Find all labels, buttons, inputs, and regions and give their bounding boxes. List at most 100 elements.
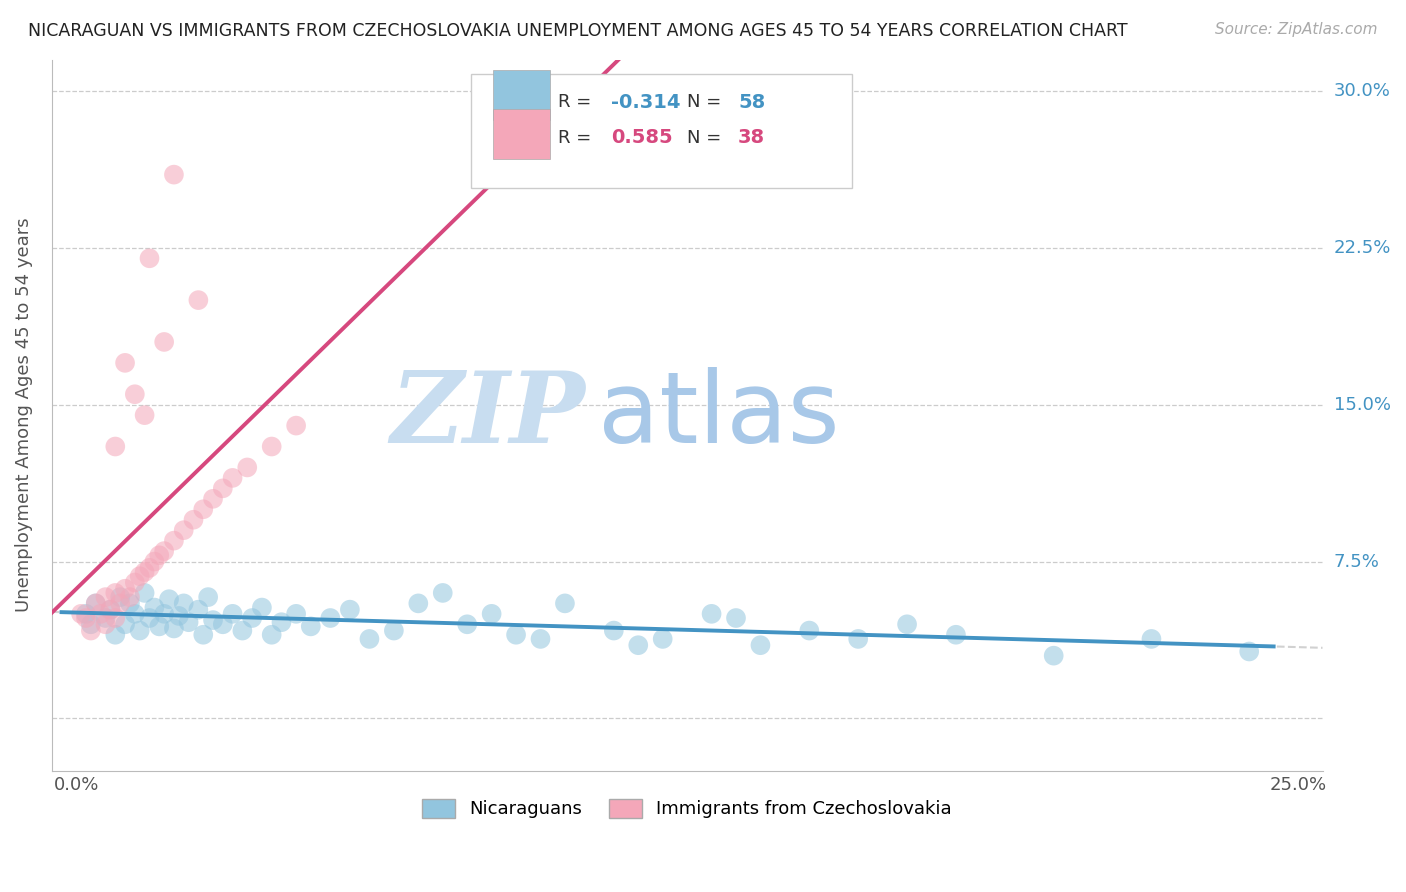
Point — [193, 628, 215, 642]
Text: R =: R = — [558, 94, 591, 112]
Point — [104, 586, 127, 600]
Point — [481, 607, 503, 621]
Point — [104, 440, 127, 454]
Point — [94, 617, 117, 632]
Point — [108, 590, 131, 604]
Point — [80, 624, 103, 638]
Point — [134, 565, 156, 579]
Point — [128, 624, 150, 638]
Point — [187, 293, 209, 307]
Point — [80, 617, 103, 632]
Point — [700, 607, 723, 621]
Point — [104, 611, 127, 625]
Point — [143, 600, 166, 615]
Point — [148, 549, 170, 563]
Point — [177, 615, 200, 630]
Point — [114, 617, 136, 632]
Point — [94, 611, 117, 625]
Point — [339, 602, 361, 616]
Point — [128, 569, 150, 583]
Point — [163, 622, 186, 636]
Point — [945, 628, 967, 642]
Text: NICARAGUAN VS IMMIGRANTS FROM CZECHOSLOVAKIA UNEMPLOYMENT AMONG AGES 45 TO 54 YE: NICARAGUAN VS IMMIGRANTS FROM CZECHOSLOV… — [28, 22, 1128, 40]
Point — [100, 602, 122, 616]
Point — [211, 617, 233, 632]
Point — [554, 596, 576, 610]
Point — [138, 611, 160, 625]
Point — [138, 561, 160, 575]
Text: 0.585: 0.585 — [610, 128, 672, 147]
Point — [456, 617, 478, 632]
Point — [187, 602, 209, 616]
Text: 58: 58 — [738, 93, 765, 112]
Text: atlas: atlas — [598, 367, 839, 464]
Point — [173, 596, 195, 610]
Point — [108, 596, 131, 610]
Point — [1237, 644, 1260, 658]
Point — [84, 596, 107, 610]
Point — [114, 356, 136, 370]
Point — [221, 607, 243, 621]
Point — [193, 502, 215, 516]
Point — [75, 611, 97, 625]
Point — [124, 387, 146, 401]
Point — [153, 544, 176, 558]
Point — [359, 632, 381, 646]
Point — [153, 334, 176, 349]
Point — [408, 596, 430, 610]
Point — [100, 602, 122, 616]
Point — [627, 638, 650, 652]
Point — [134, 586, 156, 600]
Point — [153, 607, 176, 621]
Point — [382, 624, 405, 638]
Point — [260, 440, 283, 454]
FancyBboxPatch shape — [492, 70, 550, 120]
Text: N =: N = — [688, 94, 721, 112]
Point — [104, 628, 127, 642]
Point — [75, 607, 97, 621]
Point — [118, 596, 141, 610]
Text: -0.314: -0.314 — [610, 93, 681, 112]
Y-axis label: Unemployment Among Ages 45 to 54 years: Unemployment Among Ages 45 to 54 years — [15, 218, 32, 613]
Point — [202, 613, 225, 627]
Point — [124, 575, 146, 590]
Point — [749, 638, 772, 652]
Point — [118, 590, 141, 604]
Point — [221, 471, 243, 485]
Point — [285, 607, 308, 621]
Point — [124, 607, 146, 621]
Point — [138, 252, 160, 266]
Text: N =: N = — [688, 128, 721, 147]
Point — [114, 582, 136, 596]
Point — [240, 611, 263, 625]
Text: Source: ZipAtlas.com: Source: ZipAtlas.com — [1215, 22, 1378, 37]
Point — [94, 590, 117, 604]
Text: ZIP: ZIP — [391, 367, 585, 464]
Point — [319, 611, 342, 625]
Point — [211, 481, 233, 495]
Point — [183, 513, 205, 527]
Point — [724, 611, 747, 625]
Point — [603, 624, 626, 638]
Point — [270, 615, 292, 630]
Point — [529, 632, 551, 646]
Point — [285, 418, 308, 433]
Point — [157, 592, 180, 607]
Point — [70, 607, 93, 621]
FancyBboxPatch shape — [492, 110, 550, 159]
Point — [896, 617, 918, 632]
Point — [143, 555, 166, 569]
Text: 30.0%: 30.0% — [1334, 82, 1391, 100]
Text: 15.0%: 15.0% — [1334, 396, 1391, 414]
Point — [299, 619, 322, 633]
Text: 22.5%: 22.5% — [1334, 239, 1391, 257]
Point — [173, 523, 195, 537]
Point — [148, 619, 170, 633]
Point — [651, 632, 673, 646]
Point — [432, 586, 454, 600]
Point — [90, 607, 112, 621]
Point — [163, 533, 186, 548]
Point — [1140, 632, 1163, 646]
FancyBboxPatch shape — [471, 74, 852, 187]
Text: 7.5%: 7.5% — [1334, 552, 1379, 571]
